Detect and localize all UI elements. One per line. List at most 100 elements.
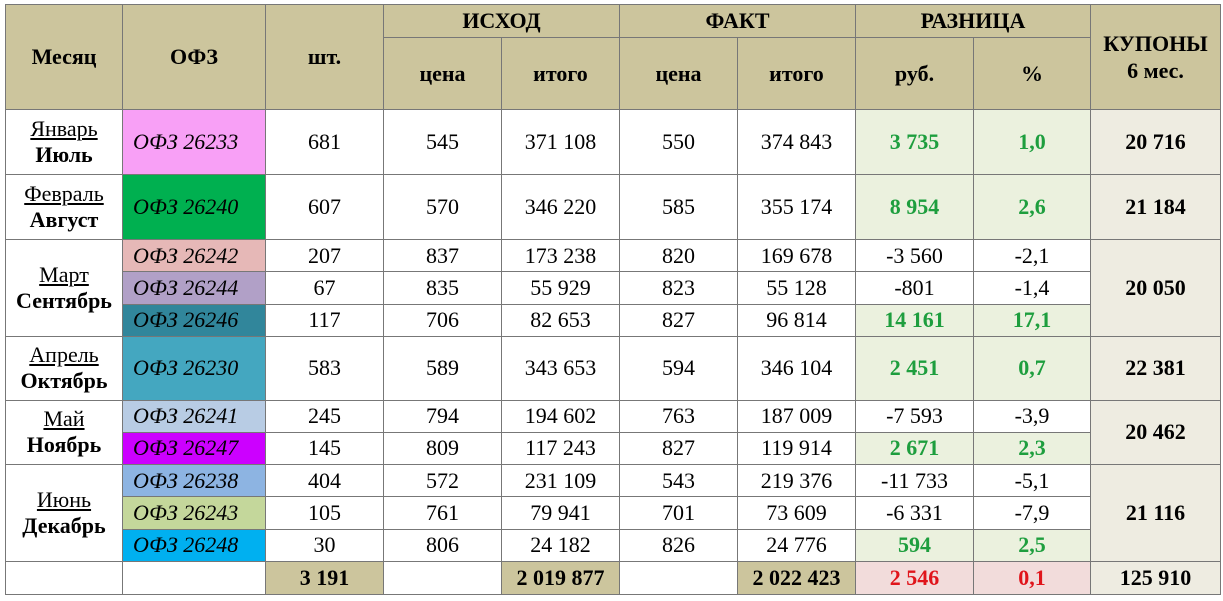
coupon-cell: 20 050 (1090, 239, 1221, 337)
diff-cell: 3 735 (855, 109, 974, 175)
total-cell: 125 910 (1090, 560, 1221, 595)
pct-cell: -5,1 (973, 463, 1091, 498)
total-cell: 2 019 877 (501, 560, 620, 595)
coupon-cell: 20 462 (1090, 399, 1221, 465)
month: Декабрь (22, 512, 106, 538)
pct-cell: -1,4 (973, 271, 1091, 305)
cell: 79 941 (501, 496, 620, 530)
cell: 117 (265, 303, 384, 337)
total-cell: 3 191 (265, 560, 384, 595)
cell: 607 (265, 174, 384, 240)
cell: 55 929 (501, 271, 620, 305)
diff-cell: 2 451 (855, 335, 974, 401)
header-cell: итого (501, 37, 620, 110)
cell: 145 (265, 431, 384, 465)
cell: 371 108 (501, 109, 620, 175)
cell: 794 (383, 399, 502, 433)
month: Март (39, 261, 89, 287)
pct-cell: 17,1 (973, 303, 1091, 337)
cell: 701 (619, 496, 738, 530)
pct-cell: 2,3 (973, 431, 1091, 465)
pct-cell: -7,9 (973, 496, 1091, 530)
cell: 550 (619, 109, 738, 175)
cell: 572 (383, 463, 502, 498)
ofz-name: ОФЗ 26242 (122, 238, 266, 273)
cell: 706 (383, 303, 502, 337)
header-cell: % (973, 37, 1091, 110)
ofz-name: ОФЗ 26230 (122, 335, 266, 401)
pct-cell: 2,5 (973, 528, 1091, 562)
ofz-name: ОФЗ 26247 (122, 431, 266, 465)
cell: 245 (265, 399, 384, 433)
header-cell: Месяц (5, 4, 123, 110)
cell: 173 238 (501, 238, 620, 273)
coupon-cell: 22 381 (1090, 335, 1221, 401)
header-cell: КУПОНЫ 6 мес. (1090, 4, 1221, 110)
month: Апрель (29, 342, 99, 368)
cell: 105 (265, 496, 384, 530)
cell: 809 (383, 431, 502, 465)
coupon-cell: 21 116 (1090, 463, 1221, 562)
header-cell: ОФЗ (122, 4, 266, 110)
month: Ноябрь (26, 432, 102, 458)
month-cell: Январь Июль (5, 109, 123, 175)
cell: 207 (265, 238, 384, 273)
month: Май (43, 406, 85, 432)
cell: 835 (383, 271, 502, 305)
month: Июнь (36, 486, 92, 512)
pct-cell: -2,1 (973, 238, 1091, 273)
cell: 73 609 (737, 496, 856, 530)
ofz-table: Месяц ОФЗ шт. ИСХОД ФАКТ РАЗНИЦА КУПОНЫ 6 мес.… (5, 4, 1221, 595)
pct-cell: -3,9 (973, 399, 1091, 433)
cell: 545 (383, 109, 502, 175)
header-cell: руб. (855, 37, 974, 110)
ofz-name: ОФЗ 26241 (122, 399, 266, 433)
pct-cell: 1,0 (973, 109, 1091, 175)
month: Февраль (24, 181, 104, 206)
month-cell: Март Сентябрь (5, 239, 123, 337)
ofz-name: ОФЗ 26233 (122, 109, 266, 175)
pct-cell: 0,7 (973, 335, 1091, 401)
cell: 585 (619, 174, 738, 240)
cell: 346 220 (501, 174, 620, 240)
cell: 404 (265, 463, 384, 498)
header-section: ИСХОД (383, 4, 620, 38)
empty-cell (122, 560, 266, 595)
cell: 589 (383, 335, 502, 401)
cell: 119 914 (737, 431, 856, 465)
month-cell: Февраль Август (5, 174, 123, 240)
cell: 681 (265, 109, 384, 175)
cell: 374 843 (737, 109, 856, 175)
diff-cell: 594 (855, 528, 974, 562)
pct-cell: 2,6 (973, 174, 1091, 240)
cell: 219 376 (737, 463, 856, 498)
header-section: ФАКТ (619, 4, 856, 38)
diff-cell: -6 331 (855, 496, 974, 530)
cell: 543 (619, 463, 738, 498)
cell: 346 104 (737, 335, 856, 401)
cell: 570 (383, 174, 502, 240)
cell: 827 (619, 303, 738, 337)
cell: 67 (265, 271, 384, 305)
cell: 594 (619, 335, 738, 401)
cell: 55 128 (737, 271, 856, 305)
diff-cell: -7 593 (855, 399, 974, 433)
cell: 806 (383, 528, 502, 562)
ofz-name: ОФЗ 26240 (122, 174, 266, 240)
month: Июль (35, 142, 93, 167)
cell: 194 602 (501, 399, 620, 433)
empty-cell (619, 560, 738, 595)
ofz-name: ОФЗ 26246 (122, 303, 266, 337)
cell: 24 182 (501, 528, 620, 562)
cell: 24 776 (737, 528, 856, 562)
diff-cell: -801 (855, 271, 974, 305)
cell: 117 243 (501, 431, 620, 465)
cell: 827 (619, 431, 738, 465)
diff-cell: 14 161 (855, 303, 974, 337)
cell: 355 174 (737, 174, 856, 240)
ofz-name: ОФЗ 26244 (122, 271, 266, 305)
diff-cell: 2 671 (855, 431, 974, 465)
month-cell: Июнь Декабрь (5, 463, 123, 562)
coupon-cell: 20 716 (1090, 109, 1221, 175)
